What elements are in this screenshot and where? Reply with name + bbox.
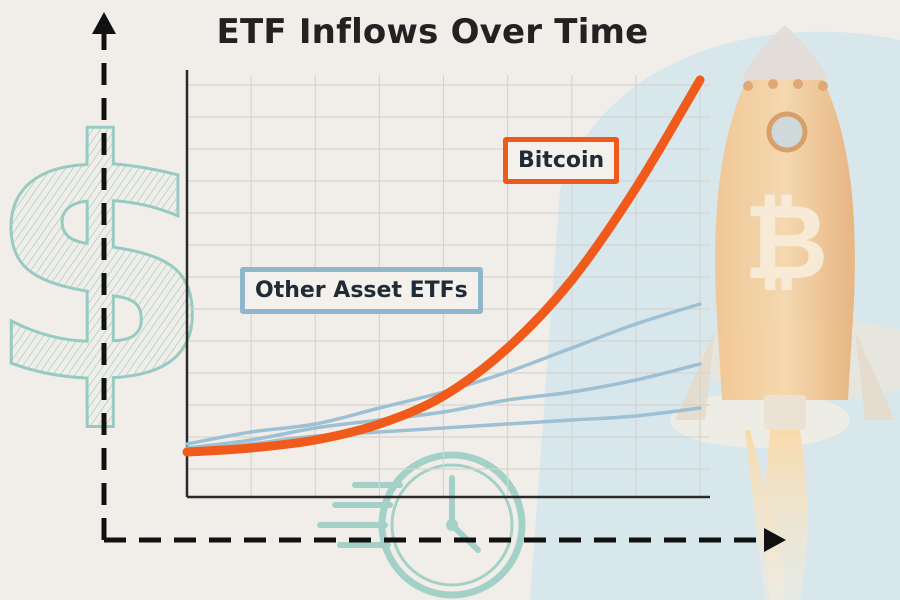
rocket-fin bbox=[675, 330, 715, 420]
bitcoin-symbol-icon: ₿ bbox=[744, 181, 829, 303]
rocket-window bbox=[766, 111, 808, 153]
rocket-flame bbox=[765, 430, 808, 600]
clock-icon bbox=[317, 451, 526, 599]
rocket-icon: ₿ bbox=[675, 25, 895, 600]
series-line-other-etf-2 bbox=[185, 362, 702, 450]
series-line-other-etf-3 bbox=[185, 406, 702, 454]
other-asset-etfs-label: Other Asset ETFs bbox=[240, 267, 483, 314]
rocket-fin bbox=[855, 330, 895, 420]
rocket-rivet bbox=[768, 79, 778, 89]
rocket-nose bbox=[742, 25, 828, 80]
background-decor: ₿ $ bbox=[0, 25, 900, 600]
rocket-rivet bbox=[743, 81, 753, 91]
bitcoin-label: Bitcoin bbox=[503, 137, 620, 184]
y-arrowhead-icon bbox=[92, 12, 116, 34]
rocket-rivet bbox=[818, 81, 828, 91]
rocket-body bbox=[715, 25, 855, 400]
series-lines bbox=[182, 75, 705, 457]
chart-title: ETF Inflows Over Time bbox=[216, 12, 649, 52]
rocket-nozzle bbox=[764, 395, 806, 430]
svg-text:$: $ bbox=[0, 72, 215, 456]
series-line-bitcoin bbox=[182, 75, 705, 457]
outer-axis-arrows bbox=[92, 12, 786, 552]
dollar-sign-icon: $ bbox=[0, 71, 216, 458]
x-arrowhead-icon bbox=[764, 528, 786, 552]
rocket-rivet bbox=[793, 79, 803, 89]
